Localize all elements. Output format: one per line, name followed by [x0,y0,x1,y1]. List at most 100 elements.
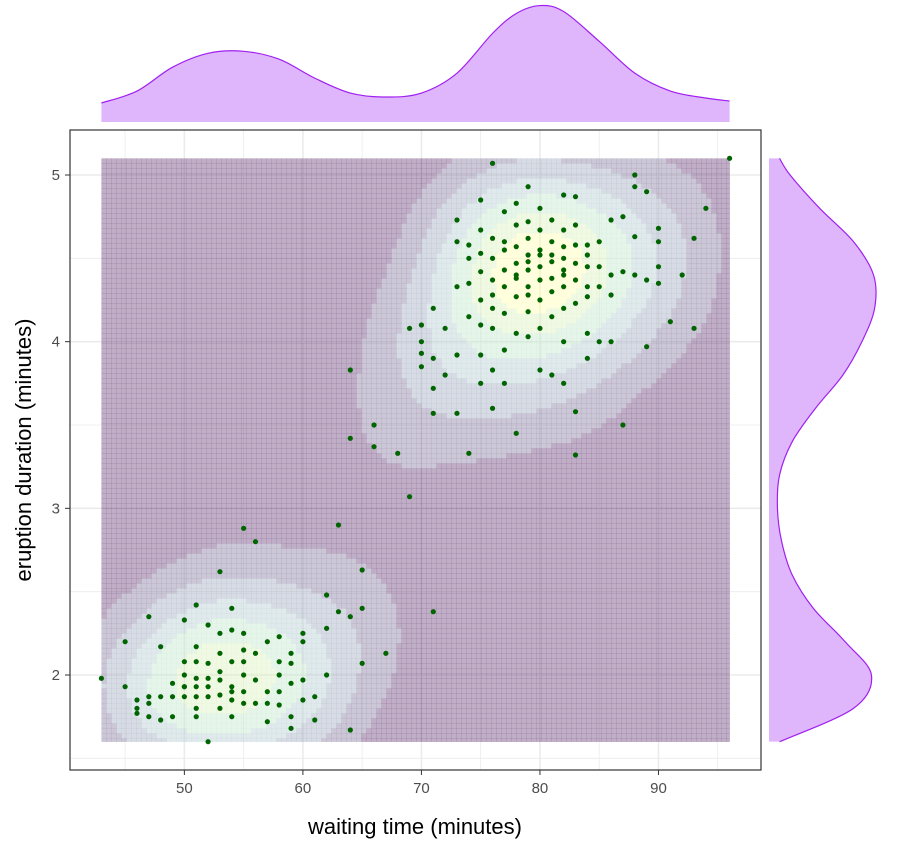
density-cell [456,198,462,204]
density-cell [711,338,717,344]
density-cell [486,183,492,189]
density-cell [571,248,577,254]
density-cell [391,273,397,279]
density-cell [696,333,702,339]
density-cell [281,168,287,174]
density-cell [121,253,127,259]
density-cell [536,343,542,349]
density-cell [321,278,327,284]
density-cell [206,263,212,269]
density-cell [151,218,157,224]
density-cell [441,238,447,244]
density-cell [126,183,132,189]
density-cell [521,213,527,219]
density-cell [116,288,122,294]
density-cell [226,203,232,209]
density-cell [526,193,532,199]
density-cell [446,288,452,294]
density-cell [606,318,612,324]
density-cell [341,183,347,189]
density-cell [231,333,237,339]
density-cell [646,183,652,189]
density-cell [506,263,512,269]
density-cell [541,208,547,214]
density-cell [226,298,232,304]
density-cell [236,218,242,224]
density-cell [681,168,687,174]
density-cell [131,328,137,334]
density-cell [491,193,497,199]
density-cell [236,158,242,164]
density-cell [311,273,317,279]
density-cell [136,263,142,269]
density-cell [671,328,677,334]
density-cell [396,333,402,339]
density-cell [246,313,252,319]
density-cell [256,183,262,189]
density-cell [276,308,282,314]
density-cell [576,328,582,334]
density-cell [656,168,662,174]
density-cell [456,243,462,249]
density-cell [486,248,492,254]
density-cell [721,193,727,199]
density-cell [386,248,392,254]
density-cell [426,183,432,189]
density-cell [651,218,657,224]
density-cell [566,323,572,329]
density-cell [246,298,252,304]
density-cell [691,273,697,279]
density-cell [666,223,672,229]
density-cell [711,263,717,269]
density-cell [466,268,472,274]
density-cell [191,208,197,214]
density-cell [306,313,312,319]
density-cell [406,198,412,204]
density-cell [171,243,177,249]
density-cell [561,233,567,239]
density-cell [716,293,722,299]
density-cell [416,343,422,349]
density-cell [636,333,642,339]
density-cell [696,243,702,249]
density-cell [111,353,117,359]
density-cell [126,293,132,299]
density-cell [461,243,467,249]
density-cell [651,303,657,309]
density-cell [216,213,222,219]
density-cell [641,258,647,264]
density-cell [171,198,177,204]
density-cell [586,273,592,279]
density-cell [676,293,682,299]
density-cell [366,198,372,204]
density-cell [656,268,662,274]
density-cell [406,193,412,199]
density-cell [641,328,647,334]
density-cell [196,328,202,334]
density-cell [376,193,382,199]
density-cell [691,178,697,184]
density-cell [591,283,597,289]
density-cell [521,328,527,334]
density-cell [391,248,397,254]
density-cell [501,278,507,284]
density-cell [371,223,377,229]
density-cell [131,223,137,229]
density-cell [271,308,277,314]
density-cell [126,273,132,279]
density-cell [226,238,232,244]
density-cell [506,273,512,279]
density-cell [266,283,272,289]
density-cell [651,323,657,329]
density-cell [126,193,132,199]
density-cell [256,333,262,339]
density-cell [526,328,532,334]
density-cell [711,228,717,234]
density-cell [486,338,492,344]
density-cell [226,338,232,344]
density-cell [366,248,372,254]
density-cell [271,248,277,254]
density-cell [466,303,472,309]
density-cell [451,293,457,299]
density-cell [636,183,642,189]
